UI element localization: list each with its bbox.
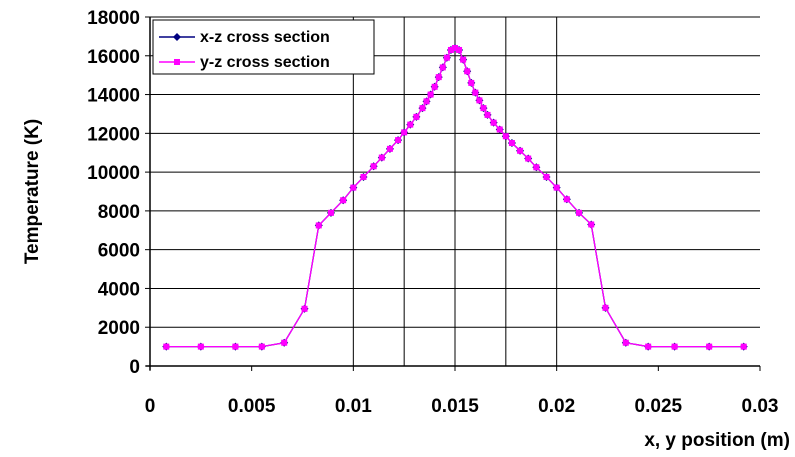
data-point-square <box>435 74 442 81</box>
x-tick-label: 0.025 <box>635 396 683 417</box>
data-point-square <box>502 133 509 140</box>
data-point-square <box>439 64 446 71</box>
data-point-square <box>443 54 450 61</box>
data-point-square <box>456 46 463 53</box>
data-point-square <box>163 343 170 350</box>
legend: x-z cross section y-z cross section <box>152 19 375 75</box>
data-point-square <box>472 89 479 96</box>
legend-label-y-z: y-z cross section <box>200 54 330 71</box>
legend-item-x-z: x-z cross section <box>159 29 330 46</box>
legend-marker-diamond-icon <box>173 33 181 41</box>
data-point-square <box>447 46 454 53</box>
data-point-square <box>517 147 524 154</box>
data-point-square <box>401 129 408 136</box>
data-point-square <box>232 343 239 350</box>
data-point-square <box>588 221 595 228</box>
data-point-square <box>315 222 322 229</box>
data-point-square <box>508 140 515 147</box>
y-tick-label: 2000 <box>98 318 140 339</box>
data-point-square <box>671 343 678 350</box>
data-point-square <box>423 98 430 105</box>
data-point-square <box>197 343 204 350</box>
legend-box <box>152 19 375 75</box>
data-point-square <box>563 196 570 203</box>
data-point-square <box>533 164 540 171</box>
data-point-square <box>395 137 402 144</box>
x-tick-label: 0.01 <box>335 396 372 417</box>
y-tick-label: 18000 <box>87 8 140 29</box>
y-tick-label: 8000 <box>98 202 140 223</box>
x-tick-label: 0.02 <box>538 396 575 417</box>
data-point-square <box>496 126 503 133</box>
data-point-square <box>553 184 560 191</box>
data-point-square <box>525 155 532 162</box>
y-tick-label: 12000 <box>87 124 140 145</box>
y-axis-title: Temperature (K) <box>22 119 43 264</box>
data-point-square <box>258 343 265 350</box>
series-layer <box>162 44 748 351</box>
legend-label-x-z: x-z cross section <box>200 29 330 46</box>
x-tick-label: 0.005 <box>228 396 276 417</box>
data-point-square <box>301 305 308 312</box>
y-tick-label: 10000 <box>87 163 140 184</box>
data-point-square <box>645 343 652 350</box>
data-point-square <box>464 68 471 75</box>
data-point-square <box>452 45 458 52</box>
data-point-square <box>386 145 393 152</box>
data-point-square <box>706 343 713 350</box>
data-point-square <box>740 343 747 350</box>
data-point-square <box>407 121 414 128</box>
y-tick-label: 0 <box>129 357 140 378</box>
data-point-square <box>427 91 434 98</box>
data-point-square <box>490 119 497 126</box>
data-point-square <box>468 79 475 86</box>
data-point-square <box>602 304 609 311</box>
data-point-square <box>360 173 367 180</box>
x-tick-label: 0 <box>145 396 156 417</box>
data-point-square <box>460 56 467 63</box>
data-point-square <box>378 154 385 161</box>
data-point-square <box>431 83 438 90</box>
data-point-square <box>576 209 583 216</box>
data-point-square <box>327 209 334 216</box>
legend-marker-square-icon <box>174 59 180 65</box>
data-point-square <box>476 97 483 104</box>
x-tick-label: 0.03 <box>742 396 779 417</box>
data-point-square <box>484 111 491 118</box>
y-tick-label: 6000 <box>98 241 140 262</box>
data-point-square <box>480 105 487 112</box>
y-tick-label: 4000 <box>98 279 140 300</box>
data-point-square <box>543 173 550 180</box>
data-point-square <box>419 105 426 112</box>
data-point-square <box>370 163 377 170</box>
data-point-square <box>622 339 629 346</box>
data-point-square <box>281 339 288 346</box>
data-point-square <box>340 197 347 204</box>
axes <box>145 16 761 371</box>
data-point-square <box>413 113 420 120</box>
x-tick-label: 0.015 <box>431 396 479 417</box>
legend-item-y-z: y-z cross section <box>159 54 330 71</box>
data-point-square <box>350 184 357 191</box>
y-tick-label: 14000 <box>87 86 140 107</box>
x-axis-title: x, y position (m) <box>644 430 790 451</box>
y-tick-label: 16000 <box>87 47 140 68</box>
tick-labels: 0 2000 4000 6000 8000 10000 12000 14000 16000 180… <box>87 8 778 417</box>
